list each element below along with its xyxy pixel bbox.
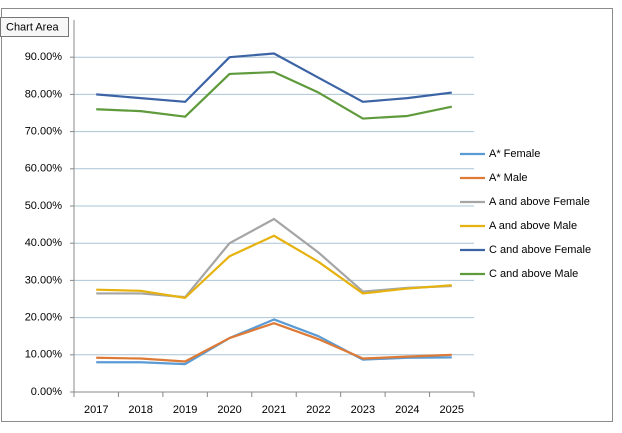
legend-label: A* Male — [489, 172, 528, 184]
y-tick-label: 30.00% — [25, 274, 63, 286]
y-tick-label: 50.00% — [25, 200, 63, 212]
legend-label: C and above Female — [489, 244, 591, 256]
tooltip-box — [0, 17, 69, 37]
x-tick-label: 2019 — [173, 404, 197, 416]
y-tick-label: 20.00% — [25, 312, 63, 324]
x-tick-label: 2017 — [84, 404, 108, 416]
x-tick-label: 2023 — [351, 404, 375, 416]
y-tick-label: 70.00% — [25, 126, 63, 138]
legend-label: A and above Female — [489, 196, 590, 208]
x-tick-label: 2018 — [128, 404, 152, 416]
y-tick-label: 0.00% — [31, 386, 62, 398]
chart-area[interactable] — [1, 8, 613, 422]
legend-label: C and above Male — [489, 268, 578, 280]
series-line — [96, 52, 452, 103]
x-tick-label: 2025 — [440, 404, 464, 416]
series-line — [96, 322, 452, 363]
y-tick-label: 90.00% — [25, 51, 63, 63]
y-tick-label: 10.00% — [25, 349, 63, 361]
x-tick-label: 2021 — [262, 404, 286, 416]
series-line — [96, 234, 452, 299]
series-line — [96, 217, 452, 299]
legend-label: A* Female — [489, 148, 540, 160]
y-tick-label: 80.00% — [25, 88, 63, 100]
x-tick-label: 2024 — [395, 404, 419, 416]
series-line — [96, 70, 453, 120]
tooltip-text: Chart Area — [6, 21, 59, 33]
series-line — [96, 318, 452, 366]
plot-area: 0.00% 10.00% 20.00% 30.00% 40.00% 50.00% 60.00… — [25, 20, 591, 416]
tooltip: Chart Area — [0, 17, 69, 37]
legend-label: A and above Male — [489, 220, 577, 232]
x-tick-label: 2020 — [217, 404, 241, 416]
y-tick-label: 40.00% — [25, 237, 63, 249]
y-tick-label: 60.00% — [25, 163, 63, 175]
x-tick-label: 2022 — [306, 404, 330, 416]
